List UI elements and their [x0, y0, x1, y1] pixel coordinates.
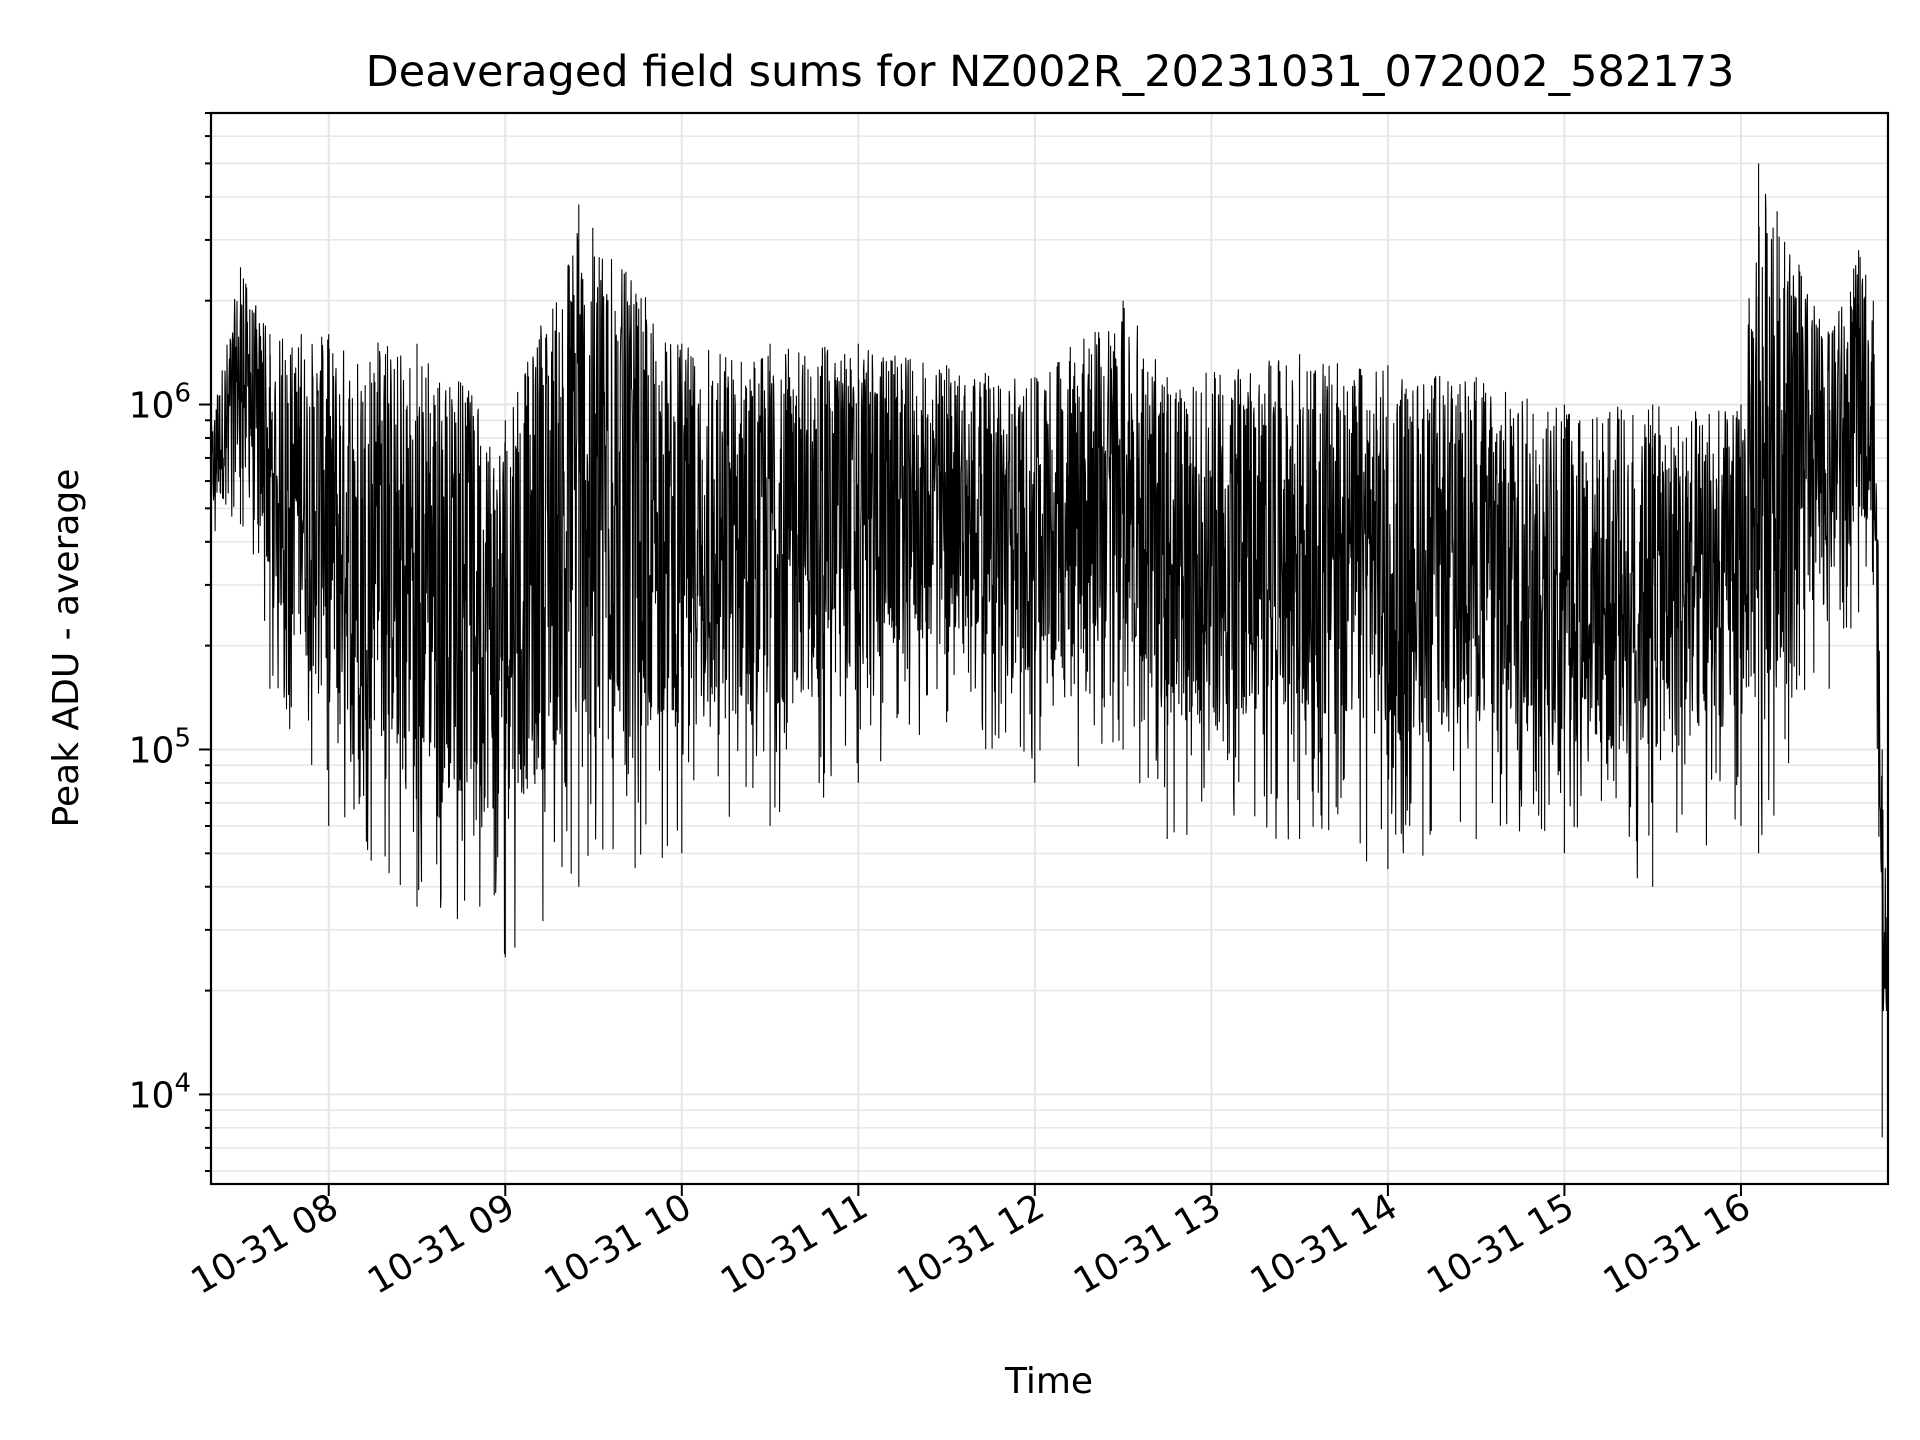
chart-title: Deaveraged field sums for NZ002R_2023103… — [366, 47, 1735, 97]
x-tick-label: 10-31 09 — [361, 1186, 522, 1302]
x-tick-label: 10-31 11 — [714, 1186, 875, 1302]
x-tick-label: 10-31 08 — [185, 1186, 346, 1302]
y-axis-label: Peak ADU - average — [46, 469, 87, 828]
x-tick-label: 10-31 16 — [1597, 1186, 1758, 1302]
y-tick-label: 106 — [129, 379, 191, 427]
y-tick-label: 104 — [129, 1068, 191, 1116]
plot-frame — [209, 111, 1890, 1186]
series-line — [210, 163, 1889, 1138]
x-tick-label: 10-31 15 — [1420, 1186, 1581, 1302]
x-tick-label: 10-31 14 — [1244, 1186, 1405, 1302]
x-tick-label: 10-31 13 — [1067, 1186, 1228, 1302]
series-layer — [210, 163, 1889, 1138]
x-axis-label: Time — [1004, 1361, 1093, 1402]
y-tick-label: 105 — [129, 723, 191, 771]
x-tick-label: 10-31 10 — [538, 1186, 699, 1302]
x-tick-label: 10-31 12 — [891, 1186, 1052, 1302]
